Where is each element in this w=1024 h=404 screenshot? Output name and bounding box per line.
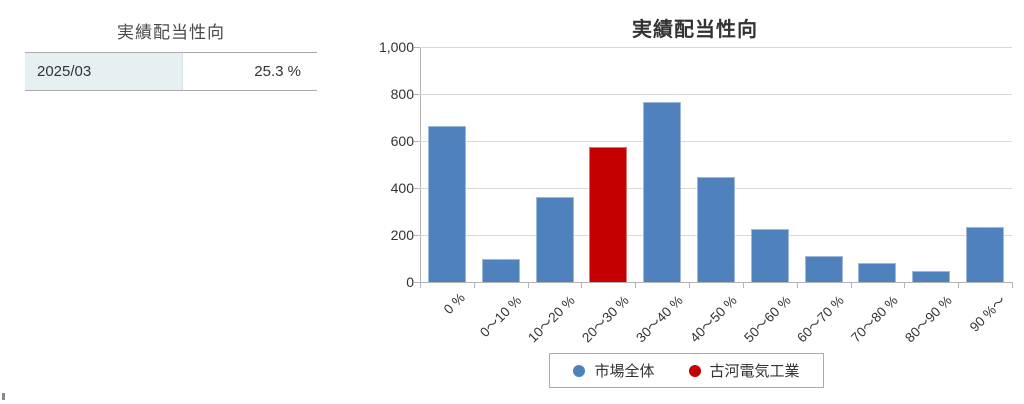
y-axis-line: [420, 47, 421, 283]
plot-area: [420, 47, 1012, 282]
y-axis-tick: [414, 235, 420, 236]
legend-dot-icon: [688, 364, 701, 377]
summary-table-title: 実績配当性向: [117, 23, 225, 42]
summary-table: 2025/03 25.3 %: [25, 52, 317, 91]
x-axis-tick: [796, 283, 798, 288]
x-axis-line: [420, 282, 1013, 283]
chart-bar: [427, 125, 466, 282]
chart-bar: [858, 263, 897, 282]
chart-bar: [697, 177, 735, 282]
chart-panel: 実績配当性向 市場全体 古河電気工業 0 200 400 600 800 1,000 0 %…: [370, 0, 1020, 404]
x-axis-label: 20～30 %: [579, 292, 632, 346]
x-axis-tick: [581, 283, 583, 288]
chart-bar: [912, 271, 951, 282]
x-axis-tick: [420, 283, 421, 288]
chart-bar: [535, 197, 574, 282]
x-axis-label: 30～40 %: [633, 292, 686, 346]
summary-panel: 実績配当性向 2025/03 25.3 %: [25, 18, 317, 91]
x-axis-tick: [904, 283, 906, 288]
x-axis-tick: [635, 283, 637, 288]
chart-bar: [966, 226, 1005, 282]
legend-item-company: 古河電気工業: [688, 360, 800, 381]
y-axis-label: 400: [390, 180, 414, 196]
x-axis-tick: [850, 283, 852, 288]
y-axis-label: 1,000: [378, 39, 414, 55]
x-axis-tick: [473, 283, 475, 288]
x-axis-tick: [689, 283, 691, 288]
chart-bar: [481, 258, 520, 282]
x-axis-label: 0～10 %: [476, 292, 525, 341]
y-axis-label: 600: [390, 133, 414, 149]
y-axis-tick: [414, 188, 420, 189]
x-axis-label: 90 %～: [966, 292, 1009, 335]
legend-label-market: 市場全体: [594, 363, 655, 380]
x-axis-label: 0 %: [440, 290, 468, 318]
period-cell: 2025/03: [25, 53, 183, 90]
y-axis-label: 200: [390, 227, 414, 243]
gridline: [420, 141, 1012, 142]
screen-artifact: [2, 393, 5, 400]
x-axis-label: 40～50 %: [686, 292, 740, 346]
x-axis-tick: [527, 283, 529, 288]
y-axis-tick: [414, 141, 420, 142]
y-axis-tick: [414, 282, 420, 283]
x-axis-tick: [958, 283, 960, 288]
gridline: [420, 47, 1012, 48]
x-axis-label: 50～60 %: [740, 292, 794, 346]
x-axis-label: 60～70 %: [794, 292, 848, 346]
y-axis-tick: [414, 94, 420, 95]
x-axis-tick: [742, 283, 744, 288]
x-axis-label: 80～90 %: [902, 292, 955, 346]
chart-bar: [589, 146, 628, 282]
payout-ratio-value-cell: 25.3 %: [254, 63, 301, 80]
chart-bar: [750, 229, 789, 282]
gridline: [420, 94, 1012, 95]
x-axis-tick: [1012, 283, 1013, 288]
y-axis-tick: [414, 47, 420, 48]
legend: 市場全体 古河電気工業: [549, 353, 824, 388]
y-axis-label: 800: [390, 86, 414, 102]
legend-dot-icon: [573, 364, 586, 377]
legend-item-market: 市場全体: [573, 360, 655, 381]
chart-bar: [643, 102, 682, 282]
x-axis-label: 10～20 %: [525, 292, 578, 346]
legend-label-company: 古河電気工業: [709, 363, 800, 380]
chart-title: 実績配当性向: [632, 19, 758, 41]
x-axis-label: 70～80 %: [848, 292, 901, 346]
y-axis-label: 0: [406, 274, 414, 290]
chart-bar: [804, 256, 843, 282]
